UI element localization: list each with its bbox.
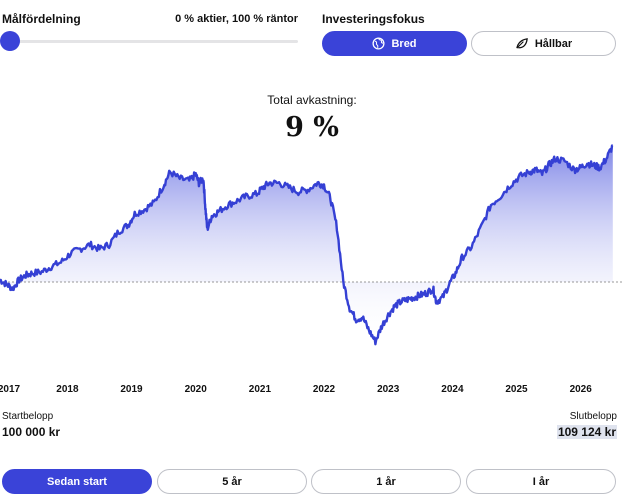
x-tick-label: 2020 [185, 384, 208, 395]
x-tick-label: 2022 [313, 384, 336, 395]
x-tick-label: 2019 [120, 384, 143, 395]
focus-option-bred-button[interactable]: Bred [322, 31, 467, 56]
x-tick-label: 2025 [505, 384, 528, 395]
x-tick-label: 2023 [377, 384, 400, 395]
focus-label: Investeringsfokus [322, 12, 425, 26]
focus-option-label: Bred [391, 37, 417, 50]
chart-area-fill [0, 145, 613, 345]
focus-option-label: Hållbar [534, 37, 573, 50]
allocation-label: Målfördelning [2, 12, 81, 26]
period-since-start-button[interactable]: Sedan start [2, 469, 152, 494]
x-tick-label: 2017 [0, 384, 21, 395]
total-return-label: Total avkastning: [267, 93, 357, 107]
return-chart: 2017 2018 2019 2020 2021 2022 2023 2024 2025 2026 [0, 144, 624, 395]
globe-icon [372, 37, 386, 50]
end-amount-label: Slutbelopp [569, 411, 617, 422]
focus-option-hallbar-button[interactable]: Hållbar [471, 31, 616, 56]
allocation-slider-handle[interactable] [0, 31, 20, 51]
end-amount-value: 109 124 kr [556, 425, 617, 439]
period-1-year-button[interactable]: 1 år [311, 469, 461, 494]
start-amount-label: Startbelopp [2, 411, 54, 422]
period-label: I år [532, 475, 550, 488]
chart-series-line [0, 144, 614, 346]
start-amount-value: 100 000 kr [2, 425, 61, 439]
allocation-slider-track[interactable] [8, 40, 298, 43]
period-label: 5 år [222, 475, 242, 488]
x-tick-label: 2021 [249, 384, 272, 395]
leaf-icon [515, 37, 529, 50]
total-return-value: 9 % [285, 112, 339, 143]
x-tick-label: 2026 [570, 384, 593, 395]
x-tick-label: 2024 [441, 384, 464, 395]
period-label: Sedan start [47, 475, 107, 488]
x-tick-label: 2018 [56, 384, 79, 395]
allocation-value: 0 % aktier, 100 % räntor [175, 13, 298, 25]
end-amount-text: 109 124 kr [556, 425, 617, 439]
period-5-years-button[interactable]: 5 år [157, 469, 307, 494]
period-label: 1 år [376, 475, 396, 488]
period-this-year-button[interactable]: I år [466, 469, 616, 494]
